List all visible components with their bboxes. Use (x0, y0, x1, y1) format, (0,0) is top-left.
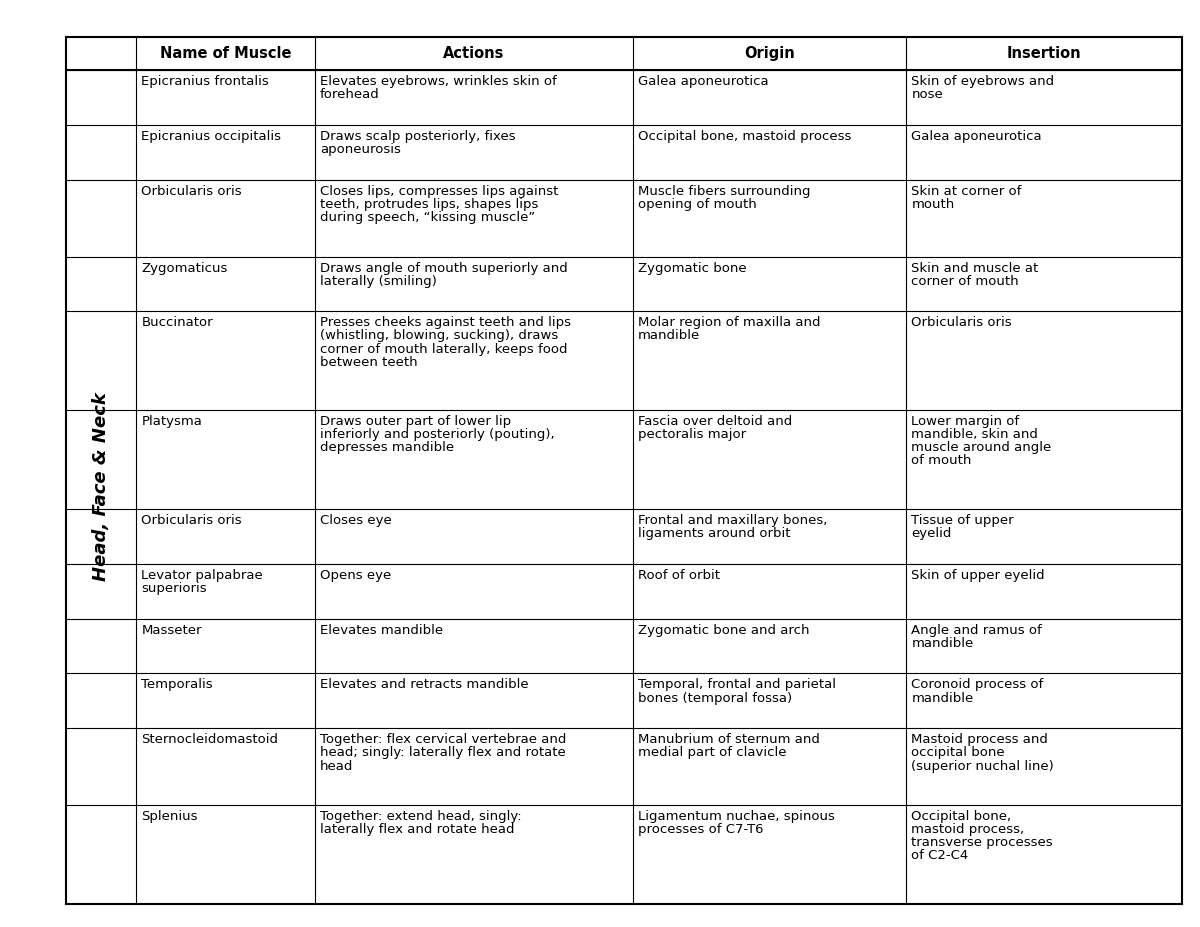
Text: Ligamentum nuchae, spinous: Ligamentum nuchae, spinous (638, 810, 835, 823)
Text: bones (temporal fossa): bones (temporal fossa) (638, 692, 792, 705)
Text: Actions: Actions (443, 46, 504, 61)
Text: Roof of orbit: Roof of orbit (638, 568, 720, 582)
Text: Presses cheeks against teeth and lips: Presses cheeks against teeth and lips (320, 316, 571, 329)
Text: Frontal and maxillary bones,: Frontal and maxillary bones, (638, 514, 827, 527)
Text: inferiorly and posteriorly (pouting),: inferiorly and posteriorly (pouting), (320, 428, 554, 441)
Text: corner of mouth: corner of mouth (911, 274, 1019, 287)
Text: Buccinator: Buccinator (142, 316, 212, 329)
Text: Zygomatic bone: Zygomatic bone (638, 261, 746, 274)
Text: medial part of clavicle: medial part of clavicle (638, 746, 786, 759)
Text: Opens eye: Opens eye (320, 568, 391, 582)
Text: Fascia over deltoid and: Fascia over deltoid and (638, 415, 792, 428)
Text: aponeurosis: aponeurosis (320, 143, 401, 156)
Text: Skin at corner of: Skin at corner of (911, 184, 1021, 197)
Text: depresses mandible: depresses mandible (320, 441, 454, 454)
Text: forehead: forehead (320, 88, 379, 101)
Text: Orbicularis oris: Orbicularis oris (142, 514, 242, 527)
Text: Angle and ramus of: Angle and ramus of (911, 624, 1042, 637)
Text: Skin of upper eyelid: Skin of upper eyelid (911, 568, 1045, 582)
Text: nose: nose (911, 88, 943, 101)
Text: Zygomaticus: Zygomaticus (142, 261, 228, 274)
Text: between teeth: between teeth (320, 356, 418, 369)
Text: Elevates and retracts mandible: Elevates and retracts mandible (320, 679, 528, 692)
Text: Insertion: Insertion (1007, 46, 1081, 61)
Text: Masseter: Masseter (142, 624, 202, 637)
Text: Galea aponeurotica: Galea aponeurotica (911, 130, 1042, 143)
Text: mastoid process,: mastoid process, (911, 823, 1025, 836)
Text: teeth, protrudes lips, shapes lips: teeth, protrudes lips, shapes lips (320, 197, 539, 210)
Text: processes of C7-T6: processes of C7-T6 (638, 823, 763, 836)
Text: of C2-C4: of C2-C4 (911, 849, 968, 862)
Text: of mouth: of mouth (911, 454, 972, 467)
Text: Temporal, frontal and parietal: Temporal, frontal and parietal (638, 679, 836, 692)
Text: Epicranius frontalis: Epicranius frontalis (142, 75, 269, 88)
Text: occipital bone: occipital bone (911, 746, 1004, 759)
Text: mandible: mandible (911, 637, 973, 650)
Text: Elevates eyebrows, wrinkles skin of: Elevates eyebrows, wrinkles skin of (320, 75, 557, 88)
Text: muscle around angle: muscle around angle (911, 441, 1051, 454)
Text: (whistling, blowing, sucking), draws: (whistling, blowing, sucking), draws (320, 329, 558, 342)
Text: (superior nuchal line): (superior nuchal line) (911, 759, 1054, 772)
Text: Together: flex cervical vertebrae and: Together: flex cervical vertebrae and (320, 733, 566, 746)
Text: Orbicularis oris: Orbicularis oris (142, 184, 242, 197)
Text: Galea aponeurotica: Galea aponeurotica (638, 75, 768, 88)
Text: mandible, skin and: mandible, skin and (911, 428, 1038, 441)
Text: Together: extend head, singly:: Together: extend head, singly: (320, 810, 522, 823)
Text: Closes lips, compresses lips against: Closes lips, compresses lips against (320, 184, 558, 197)
Text: Tissue of upper: Tissue of upper (911, 514, 1014, 527)
Text: Name of Muscle: Name of Muscle (160, 46, 292, 61)
Text: Origin: Origin (744, 46, 796, 61)
Text: Closes eye: Closes eye (320, 514, 391, 527)
Text: mandible: mandible (638, 329, 700, 342)
Text: laterally flex and rotate head: laterally flex and rotate head (320, 823, 515, 836)
Text: mandible: mandible (911, 692, 973, 705)
Text: Head, Face & Neck: Head, Face & Neck (92, 392, 110, 581)
Text: Coronoid process of: Coronoid process of (911, 679, 1044, 692)
Text: Lower margin of: Lower margin of (911, 415, 1020, 428)
Text: Elevates mandible: Elevates mandible (320, 624, 443, 637)
Text: mouth: mouth (911, 197, 954, 210)
Text: Temporalis: Temporalis (142, 679, 212, 692)
Text: during speech, “kissing muscle”: during speech, “kissing muscle” (320, 211, 535, 224)
Text: Mastoid process and: Mastoid process and (911, 733, 1049, 746)
Text: Draws angle of mouth superiorly and: Draws angle of mouth superiorly and (320, 261, 568, 274)
Text: Levator palpabrae: Levator palpabrae (142, 568, 263, 582)
Text: corner of mouth laterally, keeps food: corner of mouth laterally, keeps food (320, 343, 568, 356)
Text: superioris: superioris (142, 582, 206, 595)
Text: Sternocleidomastoid: Sternocleidomastoid (142, 733, 278, 746)
Text: laterally (smiling): laterally (smiling) (320, 274, 437, 287)
Text: eyelid: eyelid (911, 527, 952, 540)
Text: head; singly: laterally flex and rotate: head; singly: laterally flex and rotate (320, 746, 565, 759)
Text: ligaments around orbit: ligaments around orbit (638, 527, 791, 540)
Text: Draws scalp posteriorly, fixes: Draws scalp posteriorly, fixes (320, 130, 516, 143)
Text: Muscle fibers surrounding: Muscle fibers surrounding (638, 184, 810, 197)
Text: opening of mouth: opening of mouth (638, 197, 757, 210)
Text: Skin and muscle at: Skin and muscle at (911, 261, 1038, 274)
Text: Splenius: Splenius (142, 810, 198, 823)
Text: Skin of eyebrows and: Skin of eyebrows and (911, 75, 1055, 88)
Text: Occipital bone, mastoid process: Occipital bone, mastoid process (638, 130, 851, 143)
Text: transverse processes: transverse processes (911, 836, 1052, 849)
Text: Platysma: Platysma (142, 415, 202, 428)
Text: Orbicularis oris: Orbicularis oris (911, 316, 1012, 329)
Text: head: head (320, 759, 353, 772)
Text: Occipital bone,: Occipital bone, (911, 810, 1012, 823)
Text: pectoralis major: pectoralis major (638, 428, 746, 441)
Text: Epicranius occipitalis: Epicranius occipitalis (142, 130, 281, 143)
Text: Draws outer part of lower lip: Draws outer part of lower lip (320, 415, 511, 428)
Text: Zygomatic bone and arch: Zygomatic bone and arch (638, 624, 810, 637)
Text: Molar region of maxilla and: Molar region of maxilla and (638, 316, 821, 329)
Text: Manubrium of sternum and: Manubrium of sternum and (638, 733, 820, 746)
